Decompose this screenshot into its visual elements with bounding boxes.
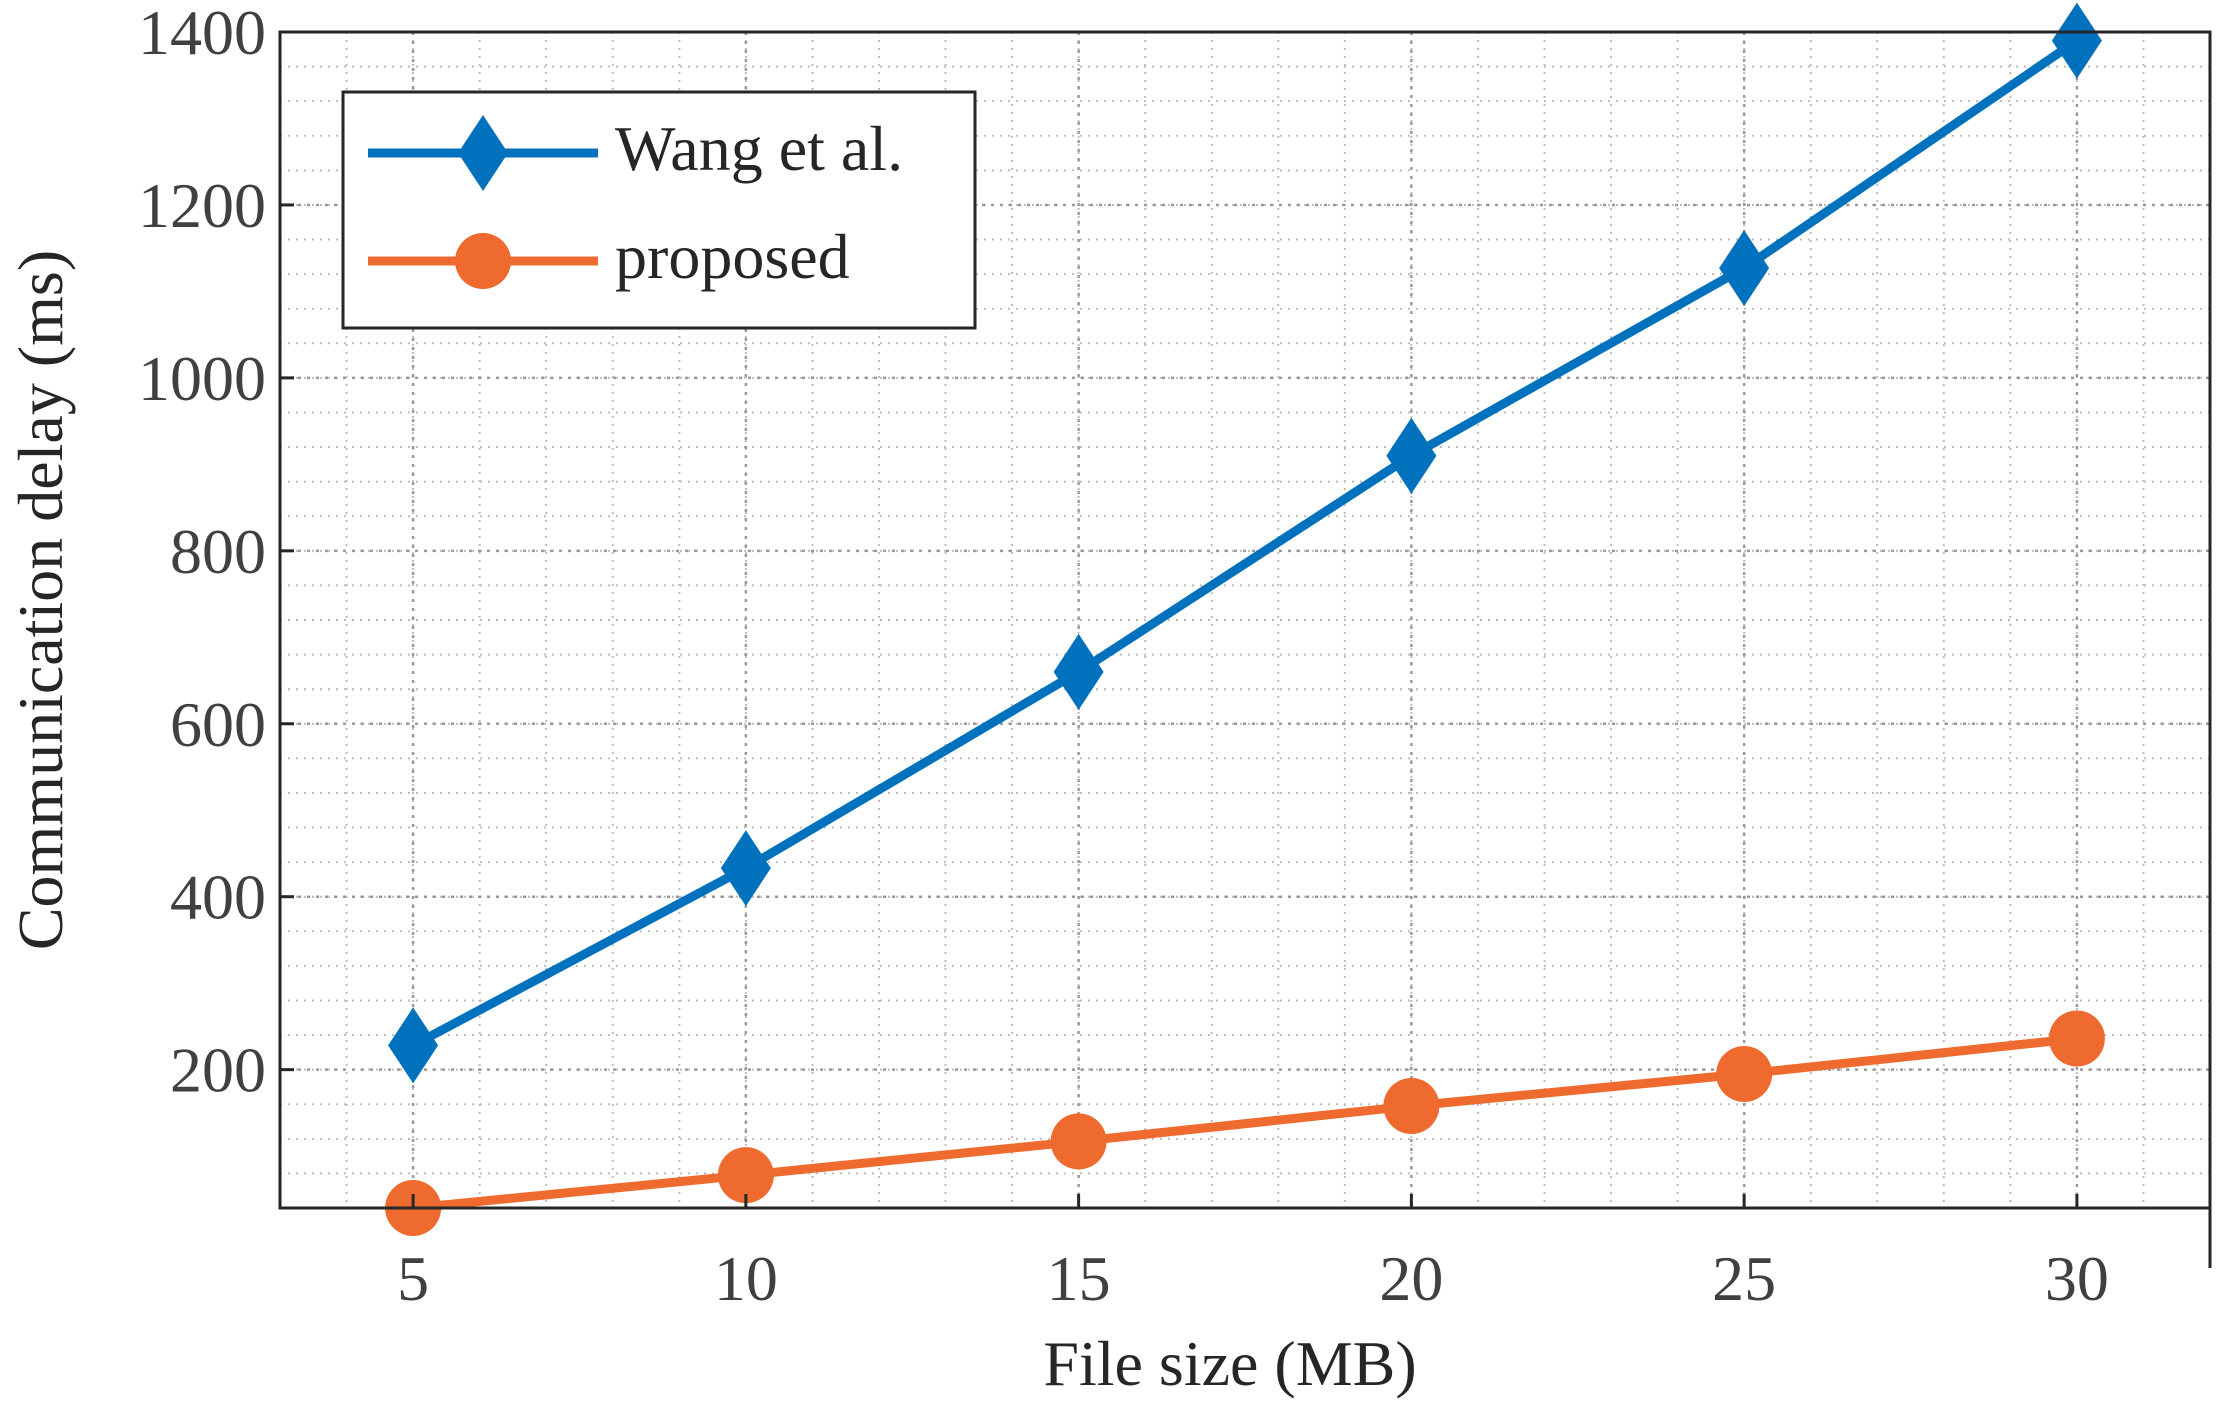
data-point-diamond bbox=[1719, 230, 1770, 307]
x-tick-label: 20 bbox=[1379, 1243, 1443, 1314]
data-point-circle bbox=[717, 1147, 774, 1204]
data-point-circle bbox=[2048, 1010, 2105, 1067]
series-line bbox=[412, 1034, 2078, 1213]
series-line bbox=[410, 36, 2080, 1050]
data-point-diamond bbox=[1386, 417, 1437, 494]
legend-box bbox=[341, 90, 977, 330]
plot-frame bbox=[278, 30, 2212, 1210]
x-tick-label: 15 bbox=[1047, 1243, 1111, 1314]
data-point-circle bbox=[1383, 1077, 1440, 1134]
x-axis-label: File size (MB) bbox=[1043, 1328, 1416, 1399]
x-tick-label: 25 bbox=[1712, 1243, 1776, 1314]
legend-marker-diamond bbox=[458, 115, 508, 191]
data-point-circle bbox=[1716, 1045, 1773, 1102]
y-axis-label: Communication delay (ms) bbox=[5, 250, 76, 950]
axes bbox=[278, 30, 2212, 1268]
data-point-diamond bbox=[720, 830, 771, 907]
data-point-circle bbox=[1050, 1113, 1107, 1170]
tick-labels: 5 10 15 20 25 30 200 400 600 800 1000 1200 1400 bbox=[138, 0, 2109, 1314]
legend-label-proposed: proposed bbox=[615, 221, 850, 292]
x-tick-label: 30 bbox=[2045, 1243, 2109, 1314]
y-tick-label: 1000 bbox=[138, 343, 266, 414]
data-point-diamond bbox=[388, 1007, 439, 1084]
y-tick-label: 1200 bbox=[138, 170, 266, 241]
legend-marker-circle bbox=[455, 233, 511, 289]
x-tick-label: 5 bbox=[397, 1243, 429, 1314]
y-tick-label: 400 bbox=[170, 862, 266, 933]
data-point-diamond bbox=[1053, 633, 1104, 710]
data-point-diamond bbox=[2051, 2, 2102, 79]
y-tick-label: 800 bbox=[170, 516, 266, 587]
y-tick-label: 600 bbox=[170, 689, 266, 760]
series-proposed bbox=[385, 1010, 2105, 1236]
legend-label-wang: Wang et al. bbox=[615, 113, 903, 184]
series-wang bbox=[388, 2, 2102, 1084]
x-tick-label: 10 bbox=[714, 1243, 778, 1314]
y-tick-label: 200 bbox=[170, 1035, 266, 1106]
legend: Wang et al. proposed bbox=[341, 90, 977, 330]
y-tick-label: 1400 bbox=[138, 0, 266, 68]
